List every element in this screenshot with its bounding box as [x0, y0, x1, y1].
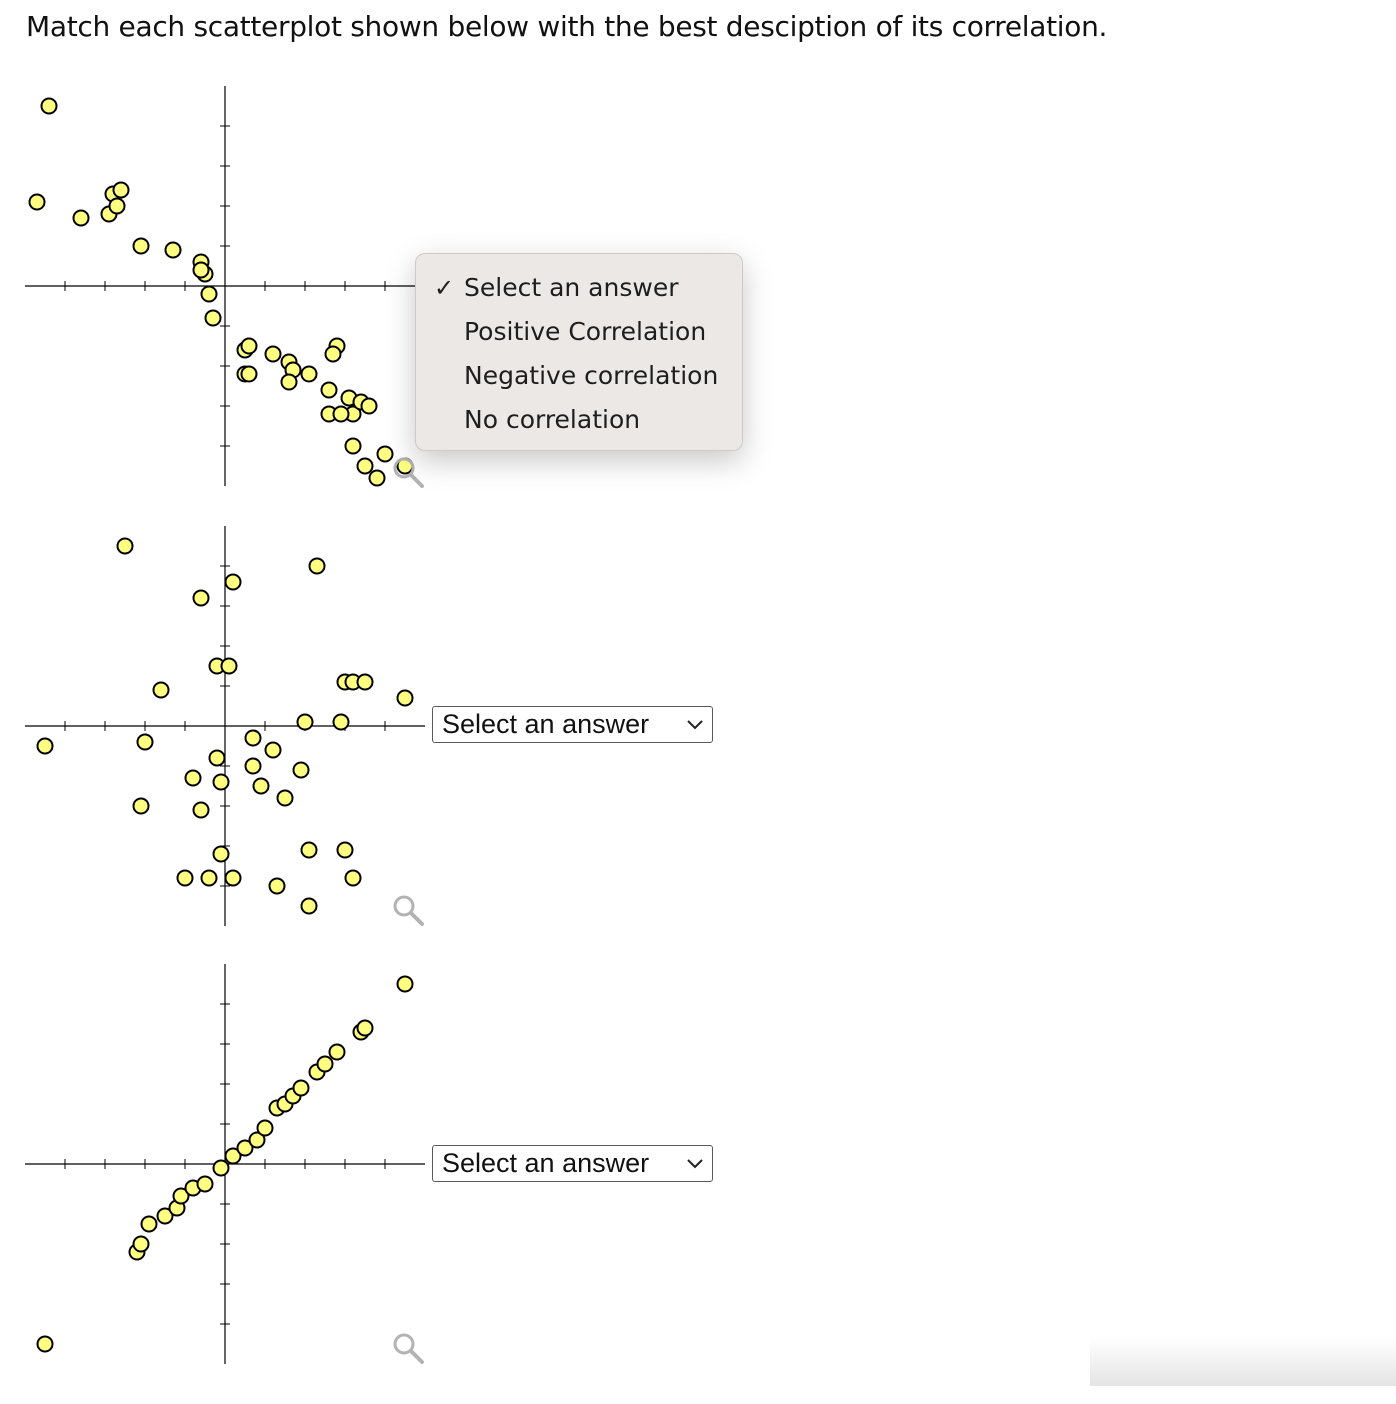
- data-point: [308, 557, 326, 575]
- data-point: [196, 1175, 214, 1193]
- data-point: [356, 457, 374, 475]
- question-text: Match each scatterplot shown below with …: [26, 10, 1108, 43]
- data-point: [72, 209, 90, 227]
- data-point: [108, 197, 126, 215]
- chevron-down-icon: [687, 720, 703, 730]
- data-point: [300, 841, 318, 859]
- data-point: [236, 1139, 254, 1157]
- data-point: [192, 261, 210, 279]
- data-point: [324, 345, 342, 363]
- data-point: [224, 1147, 242, 1165]
- scatterplot-3: [0, 964, 440, 1404]
- data-point: [300, 897, 318, 915]
- data-point: [300, 365, 318, 383]
- data-point: [212, 1159, 230, 1177]
- data-point: [356, 1019, 374, 1037]
- data-point: [36, 1335, 54, 1353]
- answer-dropdown-2-value: Select an answer: [442, 709, 650, 739]
- data-point: [136, 733, 154, 751]
- answer-dropdown-1-menu[interactable]: ✓ Select an answer Positive Correlation …: [415, 253, 743, 451]
- menu-option-label: Positive Correlation: [464, 317, 707, 346]
- data-point: [252, 777, 270, 795]
- scatterplot-1: [0, 86, 440, 526]
- data-point: [200, 869, 218, 887]
- data-point: [360, 397, 378, 415]
- data-point: [240, 337, 258, 355]
- data-point: [132, 797, 150, 815]
- window-edge-shadow: [1090, 1338, 1396, 1386]
- data-point: [292, 1079, 310, 1097]
- magnifier-icon[interactable]: [390, 455, 426, 491]
- data-point: [132, 237, 150, 255]
- data-point: [40, 97, 58, 115]
- data-point: [152, 681, 170, 699]
- data-point: [244, 757, 262, 775]
- data-point: [276, 789, 294, 807]
- data-point: [268, 877, 286, 895]
- data-point: [244, 729, 262, 747]
- data-point: [200, 285, 218, 303]
- data-point: [344, 869, 362, 887]
- data-point: [208, 749, 226, 767]
- menu-option-label: No correlation: [464, 405, 641, 434]
- data-point: [316, 1055, 334, 1073]
- data-point: [356, 673, 374, 691]
- data-point: [328, 1043, 346, 1061]
- menu-option-positive-correlation[interactable]: Positive Correlation: [416, 310, 742, 354]
- chevron-down-icon: [687, 1159, 703, 1169]
- data-point: [28, 193, 46, 211]
- answer-dropdown-3-value: Select an answer: [442, 1148, 650, 1178]
- data-point: [264, 345, 282, 363]
- data-point: [224, 869, 242, 887]
- data-point: [264, 741, 282, 759]
- data-point: [212, 773, 230, 791]
- data-point: [204, 309, 222, 327]
- magnifier-icon[interactable]: [390, 893, 426, 929]
- data-point: [320, 381, 338, 399]
- data-point: [172, 1187, 190, 1205]
- checkmark-icon: ✓: [434, 274, 455, 302]
- data-point: [140, 1215, 158, 1233]
- data-point: [184, 769, 202, 787]
- data-point: [36, 737, 54, 755]
- scatterplot-1-svg: [25, 86, 425, 487]
- menu-option-label: Select an answer: [464, 273, 679, 302]
- data-point: [376, 445, 394, 463]
- menu-option-no-correlation[interactable]: No correlation: [416, 398, 742, 442]
- data-point: [132, 1235, 150, 1253]
- data-point: [396, 975, 414, 993]
- magnifier-icon[interactable]: [390, 1331, 426, 1367]
- data-point: [164, 241, 182, 259]
- data-point: [192, 801, 210, 819]
- data-point: [192, 589, 210, 607]
- data-point: [156, 1207, 174, 1225]
- data-point: [224, 573, 242, 591]
- data-point: [176, 869, 194, 887]
- scatterplot-2-svg: [25, 526, 425, 926]
- data-point: [336, 841, 354, 859]
- data-point: [280, 373, 298, 391]
- data-point: [396, 689, 414, 707]
- menu-option-negative-correlation[interactable]: Negative correlation: [416, 354, 742, 398]
- answer-dropdown-2[interactable]: Select an answer: [432, 706, 713, 743]
- scatterplot-3-svg: [25, 964, 425, 1364]
- menu-option-select-an-answer[interactable]: ✓ Select an answer: [416, 266, 742, 310]
- data-point: [332, 405, 350, 423]
- data-point: [248, 1131, 266, 1149]
- data-point: [240, 365, 258, 383]
- data-point: [368, 469, 386, 487]
- scatterplot-2: [0, 526, 440, 966]
- menu-option-label: Negative correlation: [464, 361, 719, 390]
- data-point: [212, 845, 230, 863]
- data-point: [344, 437, 362, 455]
- data-point: [296, 713, 314, 731]
- data-point: [112, 181, 130, 199]
- answer-dropdown-3[interactable]: Select an answer: [432, 1145, 713, 1182]
- data-point: [256, 1119, 274, 1137]
- data-point: [220, 657, 238, 675]
- data-point: [116, 537, 134, 555]
- data-point: [292, 761, 310, 779]
- data-point: [332, 713, 350, 731]
